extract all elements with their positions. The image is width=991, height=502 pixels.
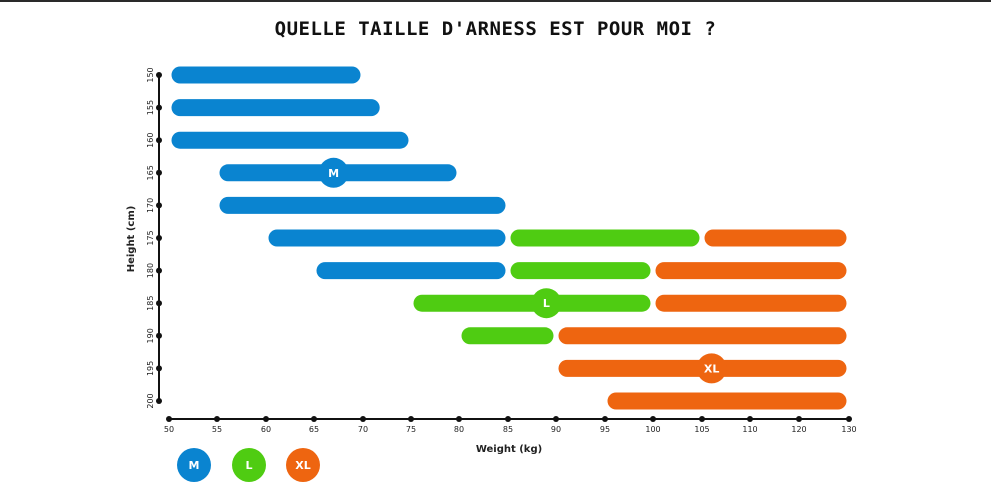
x-tick-95 [602, 416, 608, 422]
badge-label-xl: XL [704, 362, 720, 375]
bar-m-175 [268, 229, 506, 247]
y-tick-165 [156, 169, 162, 176]
legend-label-xl: XL [295, 459, 311, 472]
bar-m-180 [316, 262, 506, 280]
bar-xl-185 [655, 294, 847, 312]
x-tick-label-120: 120 [791, 425, 806, 434]
x-tick-label-75: 75 [406, 425, 416, 434]
x-tick-label-130: 130 [841, 425, 856, 434]
x-tick-105 [699, 416, 705, 422]
y-tick-190 [156, 332, 162, 339]
legend: M L XL [177, 448, 320, 482]
y-tick-170 [156, 202, 162, 209]
bar-m-160 [171, 131, 409, 149]
y-tick-label-165: 165 [146, 165, 155, 180]
badge-label-l: L [543, 297, 550, 310]
y-tick-155 [156, 104, 162, 111]
bar-l-175 [510, 229, 700, 247]
x-tick-85 [505, 416, 511, 422]
bar-xl-200 [607, 392, 847, 410]
x-tick-label-105: 105 [694, 425, 709, 434]
x-tick-label-60: 60 [261, 425, 271, 434]
y-tick-label-170: 170 [146, 198, 155, 213]
axes-layer: 150 155 160 165 170 175 180 185 190 195 200 50 55 60 6… [146, 67, 857, 434]
bar-xl-190 [558, 327, 847, 345]
x-tick-label-70: 70 [358, 425, 368, 434]
x-tick-label-110: 110 [742, 425, 757, 434]
bar-l-190 [461, 327, 554, 345]
bar-l-180 [510, 262, 651, 280]
y-tick-195 [156, 365, 162, 372]
x-tick-label-50: 50 [164, 425, 174, 434]
bar-xl-175 [704, 229, 847, 247]
bar-xl-180 [655, 262, 847, 280]
y-tick-label-185: 185 [146, 296, 155, 311]
top-divider [0, 0, 991, 2]
y-tick-150 [156, 72, 162, 78]
x-tick-75 [408, 416, 414, 422]
y-tick-185 [156, 300, 162, 307]
badge-xl [696, 353, 727, 384]
x-tick-130 [846, 416, 852, 422]
x-tick-110 [747, 416, 753, 422]
y-axis-label: Height (cm) [126, 206, 137, 273]
legend-label-l: L [245, 459, 252, 472]
y-tick-label-160: 160 [146, 133, 155, 148]
y-tick-label-190: 190 [146, 328, 155, 343]
x-tick-100 [650, 416, 656, 422]
x-tick-50 [166, 416, 172, 422]
x-tick-120 [796, 416, 802, 422]
bars-layer [171, 66, 847, 410]
legend-swatch-xl [286, 448, 320, 482]
x-tick-90 [553, 416, 559, 422]
x-tick-65 [311, 416, 317, 422]
x-tick-label-80: 80 [454, 425, 464, 434]
y-tick-label-180: 180 [146, 263, 155, 278]
bar-m-170 [219, 196, 506, 214]
badge-l [531, 288, 562, 319]
x-tick-label-85: 85 [503, 425, 513, 434]
y-tick-200 [156, 398, 162, 404]
y-tick-label-195: 195 [146, 361, 155, 376]
x-tick-label-90: 90 [551, 425, 561, 434]
y-tick-180 [156, 267, 162, 274]
x-tick-80 [456, 416, 462, 422]
y-tick-175 [156, 235, 162, 241]
x-axis-label: Weight (kg) [476, 444, 542, 455]
y-tick-160 [156, 137, 162, 144]
x-tick-label-55: 55 [212, 425, 222, 434]
page-title: QUELLE TAILLE D'ARNESS EST POUR MOI ? [274, 18, 717, 40]
y-tick-label-155: 155 [146, 100, 155, 115]
legend-swatch-m [177, 448, 211, 482]
badge-label-m: M [328, 167, 339, 180]
y-tick-label-200: 200 [146, 393, 155, 408]
x-tick-55 [214, 416, 220, 422]
legend-swatch-l [232, 448, 266, 482]
x-tick-70 [360, 416, 366, 422]
x-tick-label-95: 95 [600, 425, 610, 434]
legend-label-m: M [189, 459, 200, 472]
y-tick-label-150: 150 [146, 67, 155, 82]
badge-m [318, 157, 349, 188]
badges-layer: M L XL [318, 157, 727, 384]
y-tick-label-175: 175 [146, 230, 155, 245]
x-tick-label-65: 65 [309, 425, 319, 434]
x-tick-label-100: 100 [645, 425, 660, 434]
bar-m-155 [171, 99, 380, 117]
bar-m-150 [171, 66, 361, 84]
x-tick-60 [263, 416, 269, 422]
